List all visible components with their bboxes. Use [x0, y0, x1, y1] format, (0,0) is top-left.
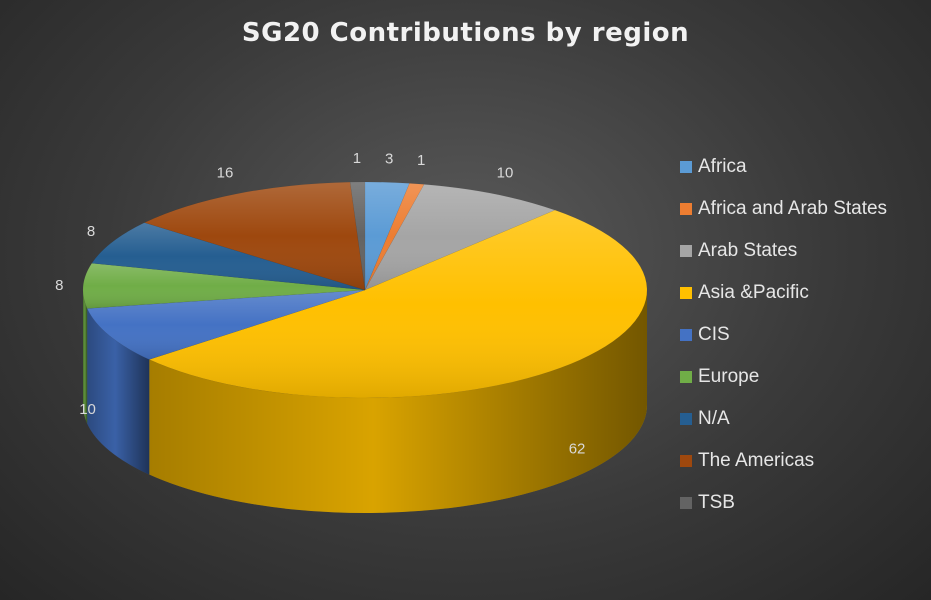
pie-slice-arab-states: [364, 184, 556, 291]
data-label-the-americas: 16: [217, 165, 234, 182]
pie-side-asia-pacific: [149, 290, 647, 513]
legend-swatch: [680, 413, 692, 425]
data-label-africa-and-arab-states: 1: [417, 152, 425, 169]
pie-depth-layer: [83, 290, 647, 513]
data-label-arab-states: 10: [497, 165, 514, 182]
legend-swatch: [680, 287, 692, 299]
legend-item-the-americas: The Americas: [680, 440, 887, 482]
legend-swatch: [680, 203, 692, 215]
data-label-n-a: 8: [87, 223, 95, 240]
legend-swatch: [680, 497, 692, 509]
legend-label: N/A: [698, 408, 730, 429]
pie-slice-asia-pacific: [148, 209, 648, 399]
data-label-africa: 3: [385, 150, 393, 167]
pie-side-europe: [83, 290, 88, 424]
pie-slice-africa: [364, 181, 410, 291]
pie-slices-layer: [82, 181, 648, 399]
legend-item-europe: Europe: [680, 356, 887, 398]
legend-label: Asia &Pacific: [698, 282, 809, 303]
legend-item-cis: CIS: [680, 314, 887, 356]
legend-label: The Americas: [698, 450, 815, 471]
legend-label: TSB: [698, 492, 735, 513]
data-label-tsb: 1: [353, 150, 361, 167]
legend-item-africa: Africa: [680, 146, 887, 188]
legend-swatch: [680, 371, 692, 383]
legend-swatch: [680, 161, 692, 173]
legend-item-africa-and-arab-states: Africa and Arab States: [680, 188, 887, 230]
chart-title: SG20 Contributions by region: [241, 18, 690, 48]
legend-item-asia-pacific: Asia &Pacific: [680, 272, 887, 314]
pie-slice-africa-and-arab-states: [364, 183, 425, 291]
legend-swatch: [680, 245, 692, 257]
legend-item-arab-states: Arab States: [680, 230, 887, 272]
legend-item-tsb: TSB: [680, 482, 887, 524]
pie-slice-cis: [86, 289, 366, 360]
data-label-europe: 8: [55, 277, 63, 294]
data-label-asia-pacific: 62: [569, 440, 586, 457]
legend-label: Arab States: [698, 240, 798, 261]
pie-slice-tsb: [349, 181, 366, 291]
data-label-cis: 10: [79, 401, 96, 418]
legend-label: Africa and Arab States: [698, 198, 888, 219]
legend-label: Africa: [698, 156, 747, 177]
legend-swatch: [680, 455, 692, 467]
pie-side-cis: [87, 308, 150, 475]
pie-slice-n-a: [91, 222, 366, 291]
legend-label: Europe: [698, 366, 760, 387]
legend-label: CIS: [698, 324, 730, 345]
pie-slice-europe: [82, 262, 366, 309]
pie-data-labels: 3 1 10 62 10 8 8 16 1: [55, 150, 585, 457]
legend-swatch: [680, 329, 692, 341]
legend-item-n-a: N/A: [680, 398, 887, 440]
pie-slice-the-americas: [143, 181, 366, 291]
legend: Africa Africa and Arab States Arab States A…: [680, 146, 887, 524]
